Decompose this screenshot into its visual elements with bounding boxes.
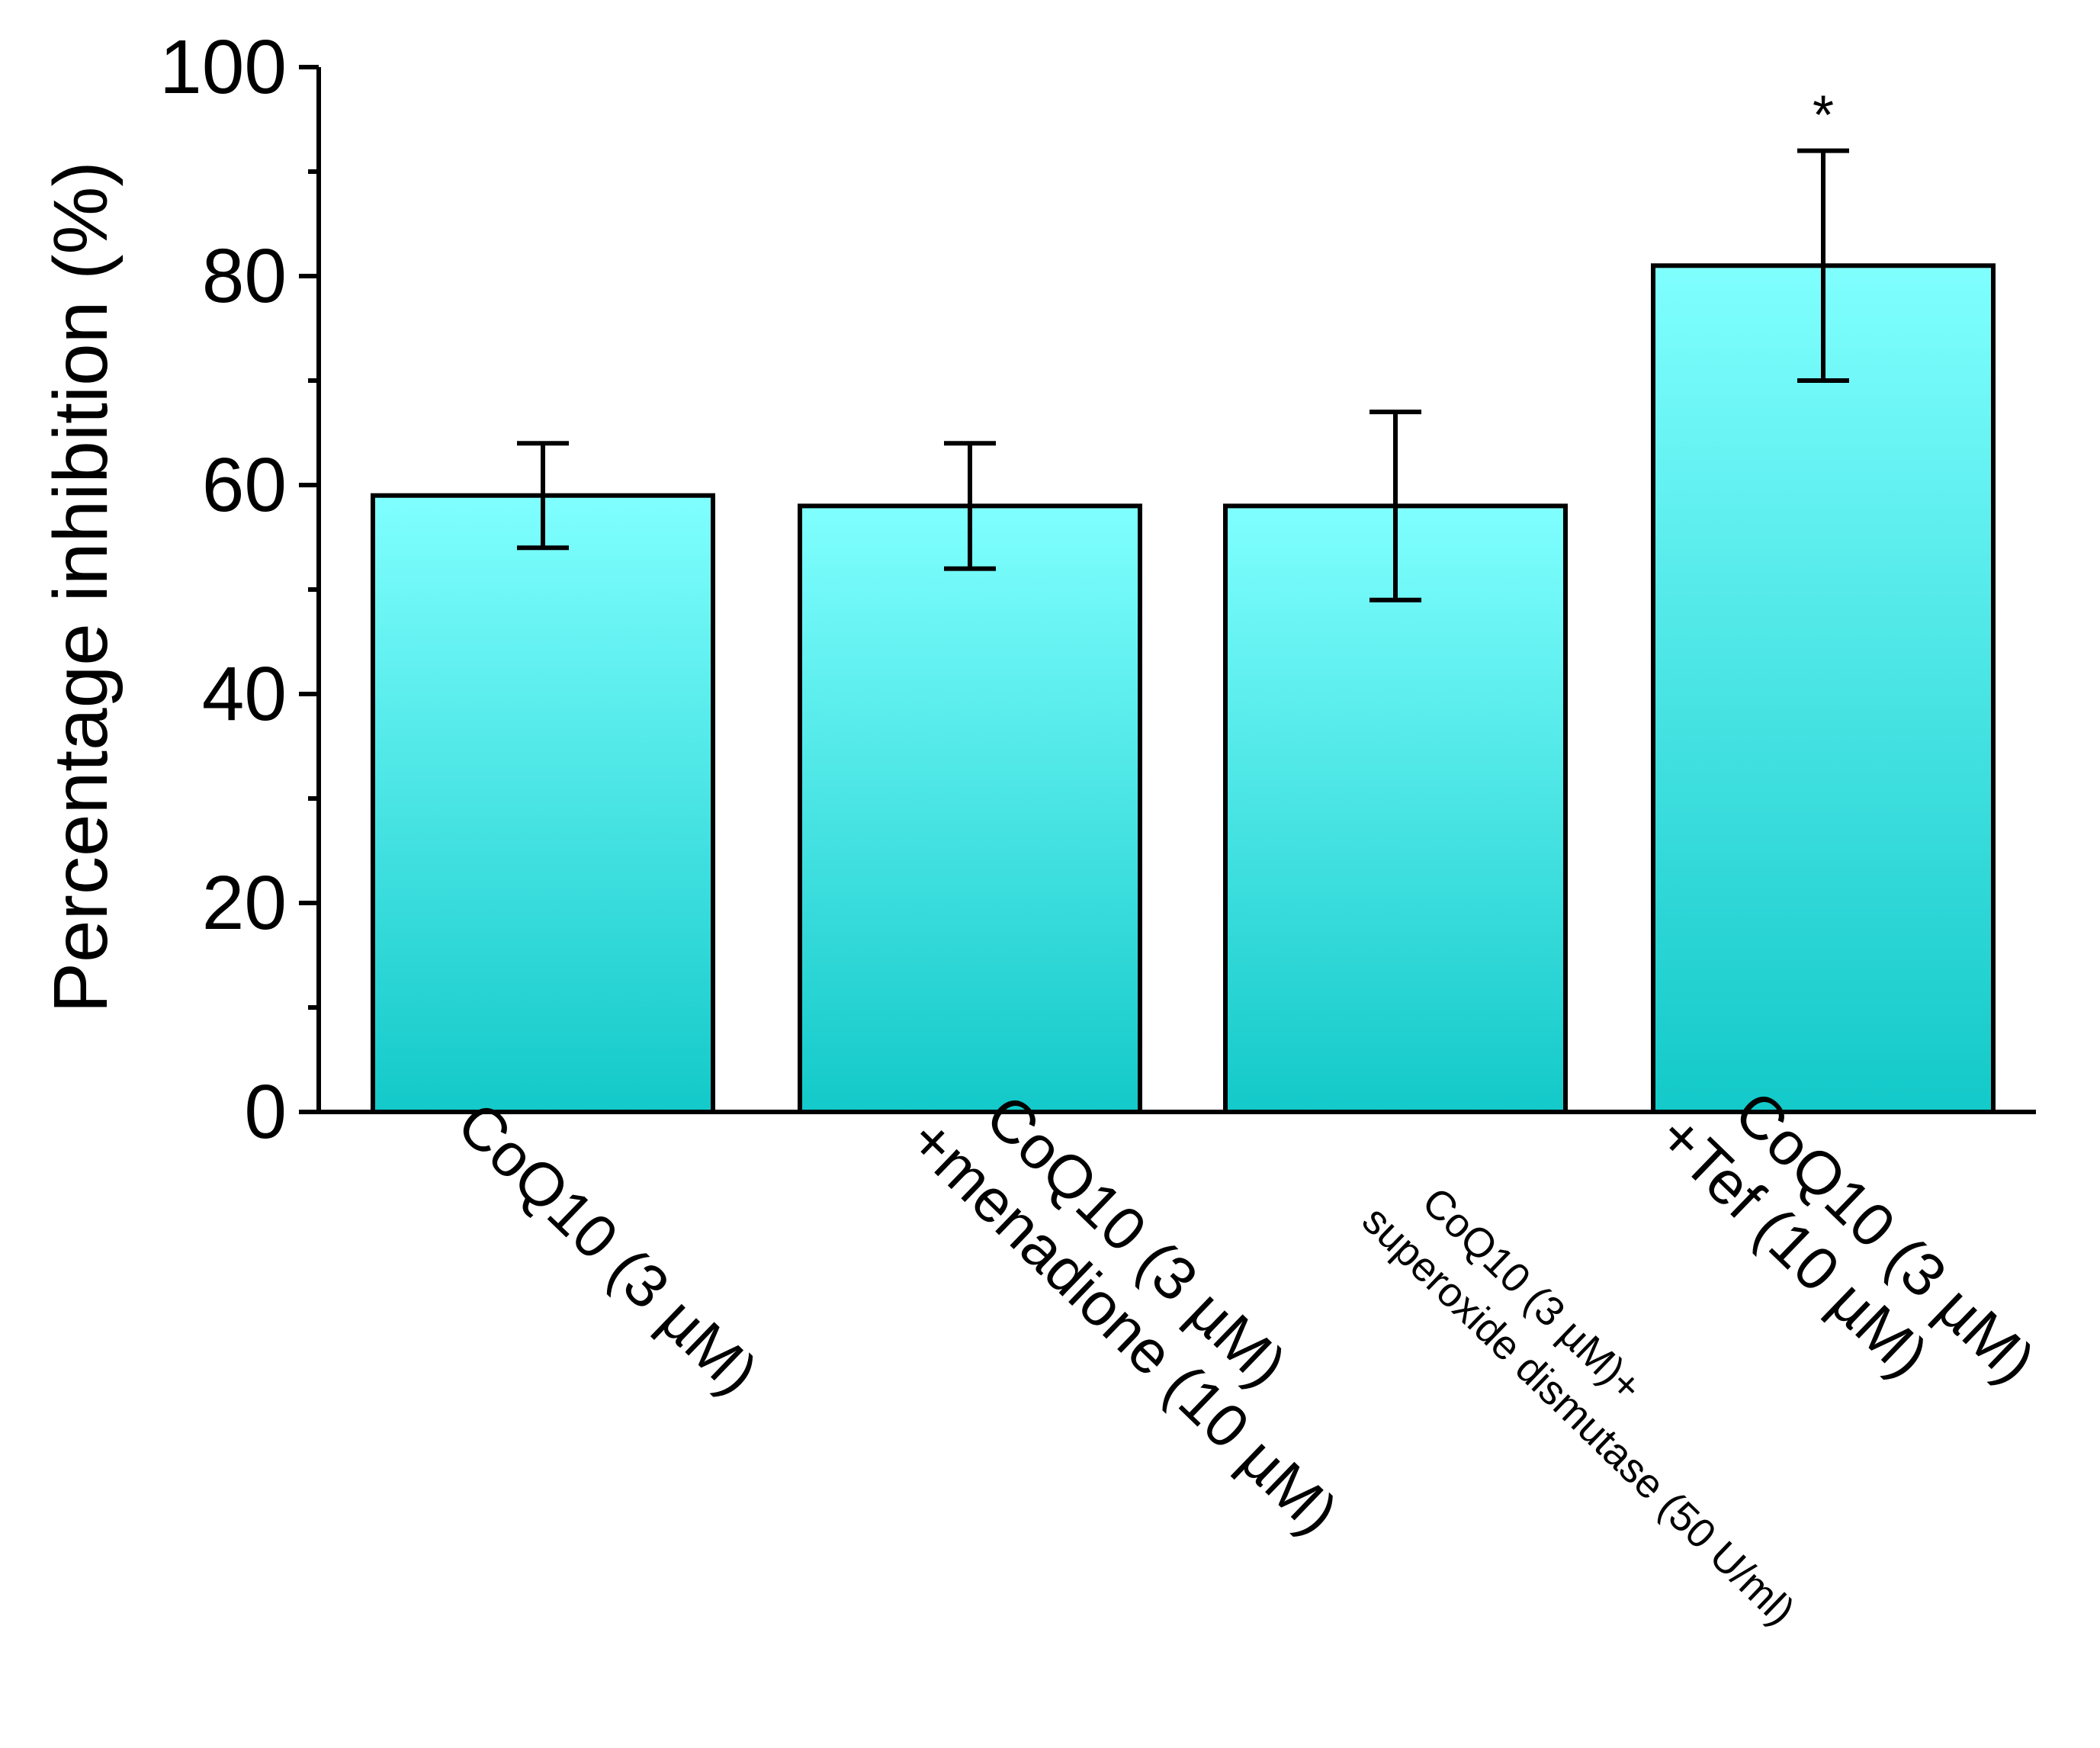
x-tick-label-line: superoxide dismutase (50 U/ml)	[1353, 1197, 1803, 1634]
error-bar-4: *	[1797, 85, 1849, 383]
error-bars-layer: *	[517, 85, 1849, 602]
error-bar-2	[944, 441, 996, 571]
y-tick-label: 80	[202, 233, 287, 319]
significance-marker: *	[1813, 85, 1834, 146]
y-tick-label: 0	[244, 1069, 287, 1155]
error-bar-3	[1369, 410, 1421, 602]
error-bar-1	[517, 441, 569, 551]
y-axis-label: Percentage inhibition (%)	[38, 161, 124, 1013]
x-tick-label-line: CoQ10 (3 µM)	[445, 1089, 771, 1407]
x-tick-label-2: CoQ10 (3 µM)+menadione (10 µM)	[897, 1081, 1351, 1547]
bar-2	[798, 503, 1142, 1114]
y-tick-label: 100	[159, 24, 287, 110]
bar-1	[371, 493, 715, 1114]
y-tick-label: 60	[202, 442, 287, 528]
axes-layer: 0 20 40 60 80 100	[159, 24, 2036, 1155]
x-tick-label-1: CoQ10 (3 µM)	[445, 1089, 771, 1407]
bar-3	[1223, 503, 1568, 1114]
bar-4	[1651, 263, 1996, 1114]
x-tick-label-line: +menadione (10 µM)	[897, 1105, 1351, 1547]
y-tick-label: 20	[202, 860, 287, 946]
bars-layer	[371, 263, 1996, 1114]
y-tick-label: 40	[202, 651, 287, 737]
